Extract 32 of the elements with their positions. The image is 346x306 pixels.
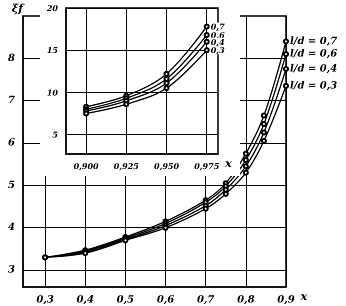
x-tick-label: 0,925 [114,161,140,171]
y-tick-label: 8 [7,52,16,64]
x-tick-label: 0,4 [76,294,94,306]
y-axis-title: ξf [12,2,26,15]
y-tick-label: 5 [52,130,58,140]
y-tick-label: 7 [8,95,16,106]
x-tick-label: 0,900 [74,161,100,171]
x-axis-title: x [224,157,232,170]
x-tick-label: 0,950 [154,161,180,171]
series-label: l/d = 0,3 [290,80,338,92]
x-axis-title: x [300,290,308,303]
y-tick-label: 4 [8,222,16,234]
y-tick-label: 5 [8,180,16,191]
y-tick-label: 3 [8,264,16,276]
y-tick-label: 10 [46,87,58,98]
series-label: 0,6 [210,30,226,40]
series-label: 0,7 [210,22,226,32]
series-label: l/d = 0,7 [290,36,338,47]
x-tick-label: 0,8 [237,294,255,306]
x-tick-label: 0,7 [196,294,214,306]
x-tick-label: 0,3 [36,294,54,306]
series-label: l/d = 0,6 [290,48,338,60]
x-tick-label: 0,5 [116,294,134,306]
x-tick-label: 0,975 [194,161,220,171]
x-tick-label: 0,9 [277,294,295,306]
y-tick-label: 20 [46,3,58,13]
series-label: 0,3 [210,45,226,56]
series-label: l/d = 0,4 [290,63,338,74]
y-tick-label: 6 [8,138,16,149]
series-label: 0,4 [210,36,226,47]
x-tick-label: 0,6 [156,294,174,306]
y-tick-label: 15 [46,45,58,56]
